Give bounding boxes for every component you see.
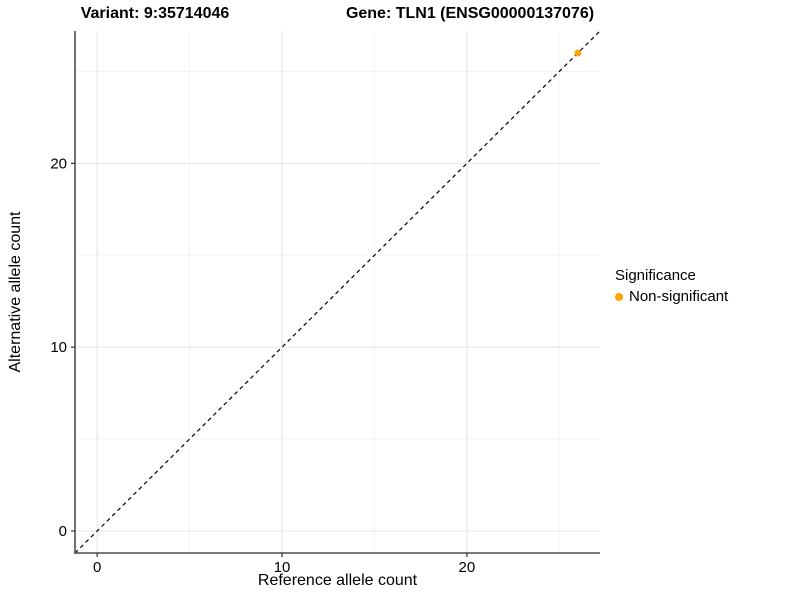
x-tick-label: 10 <box>274 559 291 576</box>
legend: Significance Non-significant <box>615 267 728 305</box>
x-tick-label: 0 <box>93 559 101 576</box>
y-tick-label: 20 <box>50 155 67 172</box>
x-tick-label: 20 <box>459 559 476 576</box>
identity-reference-line <box>74 30 601 554</box>
plot-title-gene: Gene: TLN1 (ENSG00000137076) <box>345 5 595 22</box>
x-axis-title: Reference allele count <box>257 572 418 589</box>
legend-point-icon <box>615 292 623 301</box>
plot-title-variant: Variant: 9:35714046 <box>80 5 230 22</box>
legend-title: Significance <box>615 267 696 284</box>
legend-item-label: Non-significant <box>629 288 729 305</box>
y-tick-label: 10 <box>50 339 67 356</box>
legend-item: Non-significant <box>615 288 728 305</box>
y-axis-title: Alternative allele count <box>7 211 24 373</box>
data-point <box>574 49 582 57</box>
y-tick-label: 0 <box>59 523 67 540</box>
